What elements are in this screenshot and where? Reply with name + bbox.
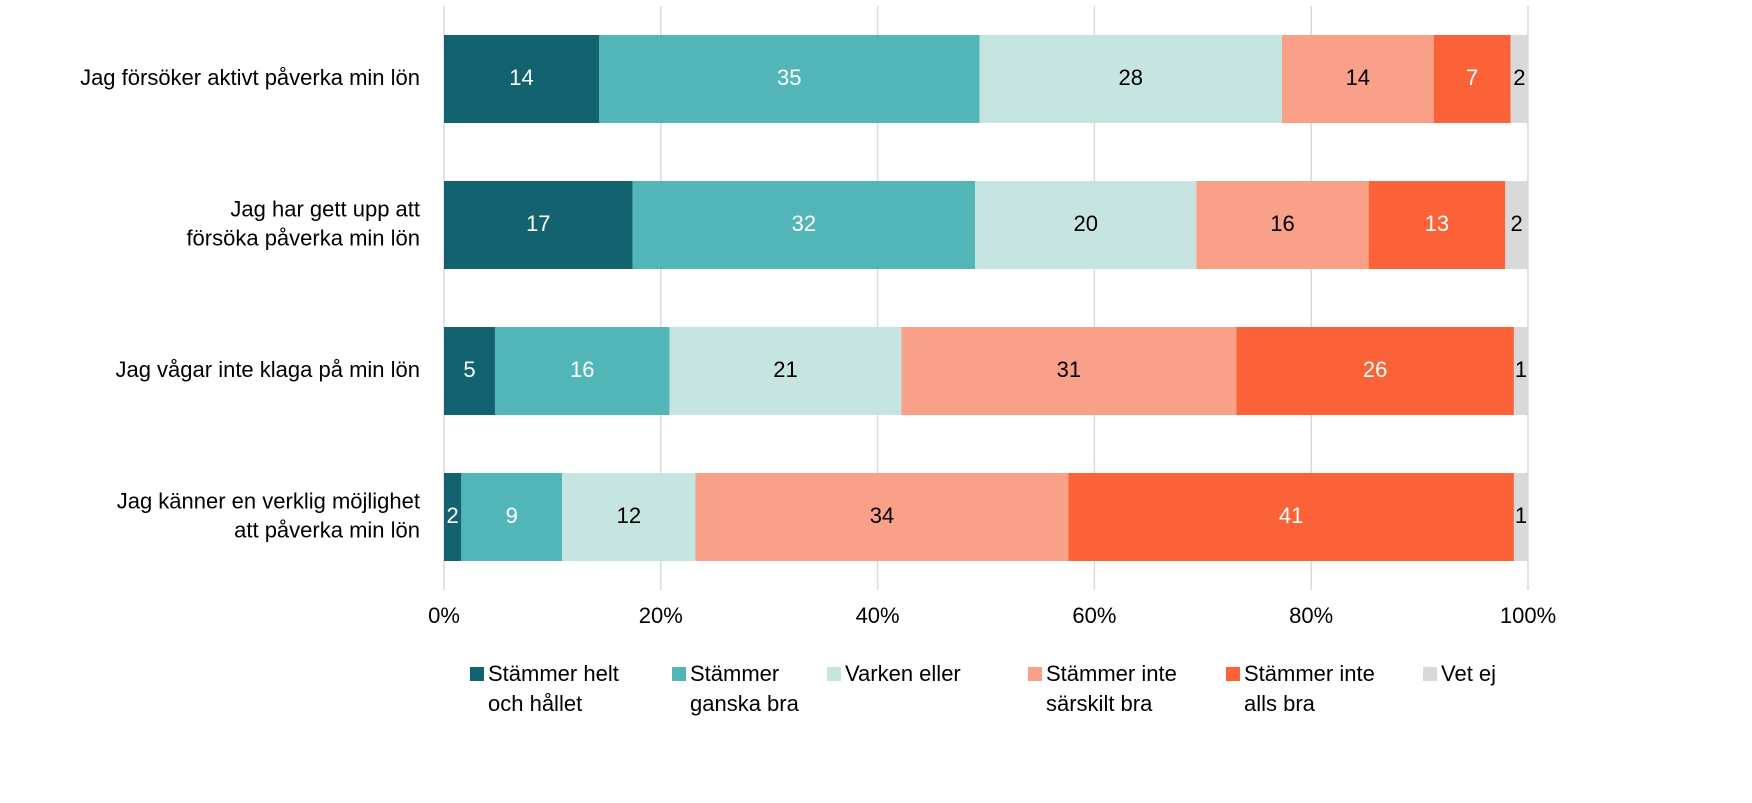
data-label: 20 (1073, 211, 1097, 236)
category-label: Jag försöker aktivt påverka min lön (80, 65, 420, 90)
legend-label: Varken eller (845, 661, 961, 686)
bar-segment (1513, 473, 1528, 561)
bar-segment (599, 35, 980, 123)
legend-label: Stämmer helt och hållet (488, 661, 619, 716)
bar-segment (494, 327, 670, 415)
bar-segment (444, 181, 633, 269)
legend-label: Stämmer inte alls bra (1244, 661, 1375, 716)
data-label: 16 (570, 357, 594, 382)
bar-segment (1505, 181, 1528, 269)
category-label: Jag känner en verklig möjlighet att påver… (117, 488, 420, 542)
data-label: 1 (1515, 357, 1527, 382)
bar-segment (1513, 327, 1528, 415)
bar-segment (444, 327, 495, 415)
bar-segment (1236, 327, 1514, 415)
data-label: 9 (506, 503, 518, 528)
bar-segment (1068, 473, 1514, 561)
legend-swatch (827, 667, 841, 681)
data-label: 2 (1513, 65, 1525, 90)
category-label: Jag har gett upp att försöka påverka min … (186, 196, 420, 250)
data-label: 17 (526, 211, 550, 236)
legend-swatch (1028, 667, 1042, 681)
x-tick-label: 0% (428, 603, 460, 628)
legend-label: Vet ej (1441, 661, 1496, 686)
bar-segment (669, 327, 902, 415)
data-label: 41 (1279, 503, 1303, 528)
bar-segment (975, 181, 1197, 269)
bar-segment (1510, 35, 1528, 123)
bar-segment (444, 473, 462, 561)
bar-segment (632, 181, 976, 269)
data-label: 34 (870, 503, 894, 528)
data-label: 21 (773, 357, 797, 382)
data-label: 28 (1118, 65, 1142, 90)
bar-segment (979, 35, 1282, 123)
legend-swatch (470, 667, 484, 681)
x-tick-label: 40% (856, 603, 900, 628)
data-label: 12 (617, 503, 641, 528)
data-label: 13 (1425, 211, 1449, 236)
x-tick-label: 20% (639, 603, 683, 628)
bar-segment (461, 473, 563, 561)
data-label: 7 (1466, 65, 1478, 90)
data-label: 31 (1057, 357, 1081, 382)
legend-label: Stämmer ganska bra (690, 661, 800, 716)
data-label: 14 (1346, 65, 1370, 90)
data-label: 2 (447, 503, 459, 528)
legend-swatch (1226, 667, 1240, 681)
legend-swatch (672, 667, 686, 681)
data-label: 26 (1363, 357, 1387, 382)
data-label: 32 (792, 211, 816, 236)
data-label: 2 (1510, 211, 1522, 236)
bar-segment (1281, 35, 1434, 123)
data-label: 5 (463, 357, 475, 382)
bar-segment (901, 327, 1237, 415)
data-label: 35 (777, 65, 801, 90)
category-label: Jag vågar inte klaga på min lön (115, 357, 420, 382)
x-tick-label: 100% (1500, 603, 1556, 628)
bar-segment (562, 473, 696, 561)
data-label: 1 (1515, 503, 1527, 528)
bar-segment (1368, 181, 1506, 269)
bar-segment (1196, 181, 1369, 269)
data-label: 14 (509, 65, 533, 90)
x-tick-label: 80% (1289, 603, 1333, 628)
data-label: 16 (1270, 211, 1294, 236)
bar-segment (444, 35, 600, 123)
x-tick-label: 60% (1072, 603, 1116, 628)
legend-label: Stämmer inte särskilt bra (1046, 661, 1177, 716)
legend-swatch (1423, 667, 1437, 681)
bar-segment (1433, 35, 1511, 123)
bar-segment (695, 473, 1069, 561)
